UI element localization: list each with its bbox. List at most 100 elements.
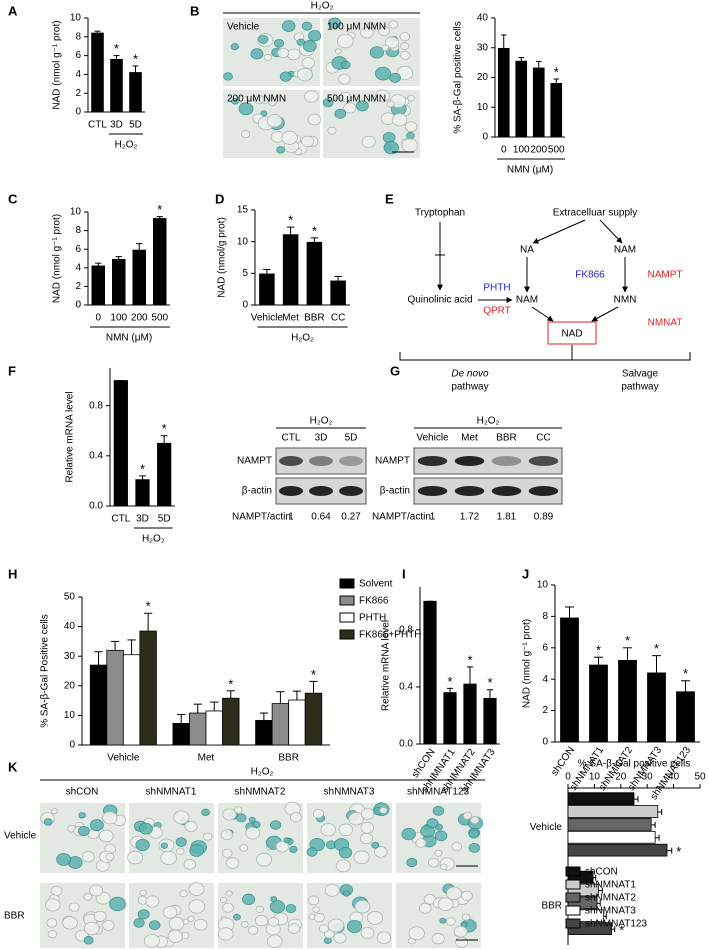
cell xyxy=(252,820,261,829)
cell xyxy=(175,837,187,847)
cell xyxy=(340,60,351,70)
bar xyxy=(122,654,141,746)
bar xyxy=(676,691,695,743)
blot-band xyxy=(454,486,485,496)
bar xyxy=(567,818,652,831)
x-tick-label: 0 xyxy=(565,772,571,783)
cell xyxy=(415,838,427,848)
cell xyxy=(218,927,234,941)
cell xyxy=(81,851,95,863)
error-bar xyxy=(210,701,219,711)
error-bar xyxy=(310,237,319,243)
cell xyxy=(379,806,388,814)
cell xyxy=(260,110,268,117)
legend-swatch xyxy=(339,612,355,623)
cell xyxy=(461,890,473,901)
arrow xyxy=(531,306,554,322)
error-bar xyxy=(334,276,342,281)
cell xyxy=(374,846,388,858)
cell xyxy=(283,837,291,844)
cell xyxy=(306,847,318,857)
y-tick-label: 50 xyxy=(64,592,76,603)
cell xyxy=(334,48,342,55)
bar xyxy=(647,672,666,743)
cell xyxy=(162,906,178,919)
cell xyxy=(320,823,337,837)
ratio-value: 0.27 xyxy=(341,512,361,523)
cell xyxy=(346,919,363,933)
x-tick-label: Met xyxy=(198,753,215,764)
cell xyxy=(342,890,350,897)
cell xyxy=(143,933,160,948)
micrograph xyxy=(396,803,484,873)
cell xyxy=(383,141,399,155)
bar xyxy=(259,273,275,306)
x-tick-label: 0 xyxy=(95,313,101,324)
bar xyxy=(113,380,128,507)
group-label: H₂O₂ xyxy=(291,333,314,344)
bar xyxy=(205,710,223,746)
micrograph xyxy=(40,803,127,873)
cell xyxy=(83,893,93,901)
cell xyxy=(328,17,342,29)
cell xyxy=(418,902,432,914)
cell xyxy=(384,36,399,49)
cell xyxy=(360,927,375,939)
bar xyxy=(567,792,635,805)
cell xyxy=(256,852,273,867)
image-label: 500 μM NMN xyxy=(327,94,386,105)
micrograph xyxy=(40,883,126,948)
bar xyxy=(271,703,290,746)
cell xyxy=(50,885,63,896)
significance-star: * xyxy=(554,64,559,79)
cell xyxy=(250,48,264,60)
error-bar xyxy=(655,834,660,841)
x-tick-label: 50 xyxy=(694,772,706,783)
cell xyxy=(432,805,445,816)
row-label: β-actin xyxy=(380,486,410,497)
legend-swatch xyxy=(565,918,581,929)
cell xyxy=(187,915,195,922)
cell xyxy=(233,806,243,814)
blot-band xyxy=(491,456,522,466)
cell xyxy=(173,810,190,825)
bar xyxy=(567,830,656,844)
node-label: NAM xyxy=(516,295,538,306)
y-tick-label: 0.4 xyxy=(89,450,103,461)
panel-letter: F xyxy=(8,363,16,378)
significance-star: * xyxy=(311,667,316,682)
cell xyxy=(263,53,272,61)
bar xyxy=(111,259,126,306)
treatment-label: H₂O₂ xyxy=(477,416,500,427)
y-tick-label: 4 xyxy=(75,262,81,273)
cell xyxy=(225,857,240,869)
cell xyxy=(254,95,265,105)
y-tick-label: 0.8 xyxy=(89,400,103,411)
legend-swatch xyxy=(339,578,355,589)
cell xyxy=(160,842,169,849)
x-axis-label: % SA-β-Gal positive cells xyxy=(578,759,690,770)
ratio-value: 1 xyxy=(288,512,294,523)
legend-swatch xyxy=(565,866,581,877)
inhibitor-label: PHTH xyxy=(483,283,510,294)
y-axis-label: NAD (nmol g⁻¹ prot) xyxy=(522,619,533,708)
enzyme-label: NAMPT xyxy=(648,270,683,281)
x-tick-label: 40 xyxy=(668,772,680,783)
cell xyxy=(343,102,357,114)
cell xyxy=(400,42,410,51)
arrow xyxy=(532,219,586,244)
x-tick-label: Met xyxy=(282,313,299,324)
cell xyxy=(327,126,337,135)
cell xyxy=(427,857,440,868)
blot-band xyxy=(417,456,448,466)
error-bar xyxy=(466,666,474,685)
cell xyxy=(45,898,61,912)
cell xyxy=(241,893,256,906)
cell xyxy=(188,882,205,896)
bar xyxy=(589,664,608,743)
pathway-diagram: Tryptophan Extracelluar supply NA NAM Qu… xyxy=(399,208,691,393)
cell xyxy=(78,812,86,819)
cell xyxy=(361,135,376,148)
legend-label: shNMNAT3 xyxy=(585,906,636,917)
cell xyxy=(378,25,391,36)
